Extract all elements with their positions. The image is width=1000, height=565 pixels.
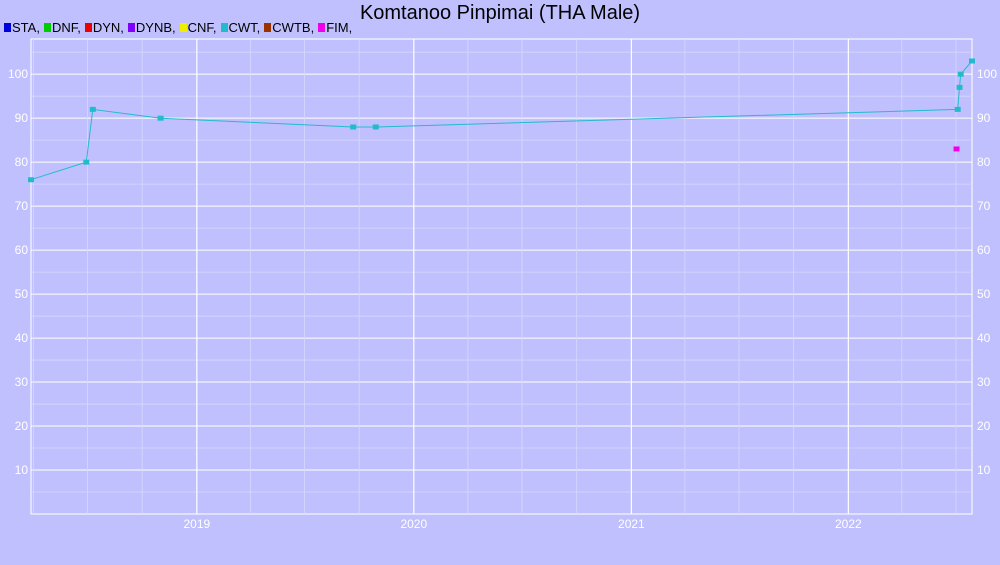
legend-label: CWT, xyxy=(228,20,261,35)
y-tick-label-right: 30 xyxy=(977,375,991,389)
data-point xyxy=(954,106,961,112)
y-tick-label-left: 70 xyxy=(15,199,29,213)
chart-title: Komtanoo Pinpimai (THA Male) xyxy=(359,2,641,24)
data-point xyxy=(956,84,963,90)
y-tick-label-right: 10 xyxy=(977,463,991,477)
data-point xyxy=(969,58,975,64)
y-tick-label-left: 60 xyxy=(15,243,29,257)
legend-swatch xyxy=(43,23,51,32)
y-tick-label-left: 80 xyxy=(15,155,29,169)
y-tick-label-left: 20 xyxy=(15,419,29,433)
series-layer xyxy=(28,58,975,183)
legend-label: DYNB, xyxy=(135,20,176,35)
x-tick-label: 2020 xyxy=(400,517,427,531)
y-tick-label-right: 100 xyxy=(977,67,997,81)
legend-label: DYN, xyxy=(92,20,124,35)
legend-swatch xyxy=(4,23,11,32)
legend-item: DNF, xyxy=(43,20,81,35)
legend-swatch xyxy=(84,23,92,32)
data-point xyxy=(372,124,379,130)
data-point xyxy=(28,177,34,183)
data-point xyxy=(350,124,357,130)
legend-label: STA, xyxy=(12,20,40,35)
x-tick-label: 2021 xyxy=(618,517,645,531)
y-tick-label-right: 70 xyxy=(977,199,991,213)
data-point xyxy=(89,106,96,112)
data-point xyxy=(957,71,964,77)
legend-item: STA, xyxy=(4,20,40,35)
legend-item: CWTB, xyxy=(264,20,314,35)
legend-label: CWTB, xyxy=(272,20,315,35)
legend-swatch xyxy=(179,23,187,32)
data-point xyxy=(157,115,164,121)
y-tick-label-left: 30 xyxy=(15,375,29,389)
legend: STA, DNF, DYN, DYNB, CNF, CWT, CWTB, FIM, xyxy=(4,20,356,35)
y-tick-label-left: 90 xyxy=(15,111,29,125)
y-tick-label-right: 40 xyxy=(977,331,991,345)
y-tick-label-left: 50 xyxy=(15,287,29,301)
x-tick-label: 2019 xyxy=(183,517,210,531)
x-tick-label: 2022 xyxy=(835,517,862,531)
y-tick-label-right: 50 xyxy=(977,287,991,301)
legend-label: CNF, xyxy=(187,20,217,35)
legend-swatch xyxy=(127,23,135,32)
legend-label: DNF, xyxy=(51,20,81,35)
gridlines xyxy=(31,39,972,514)
y-tick-label-right: 90 xyxy=(977,111,991,125)
legend-item: DYNB, xyxy=(127,20,176,35)
legend-swatch xyxy=(264,23,272,32)
legend-label: FIM, xyxy=(326,20,353,35)
legend-item: DYN, xyxy=(84,20,124,35)
y-tick-label-right: 80 xyxy=(977,155,991,169)
y-tick-label-right: 20 xyxy=(977,419,991,433)
y-tick-label-right: 60 xyxy=(977,243,991,257)
y-tick-label-left: 100 xyxy=(8,67,28,81)
y-tick-label-left: 40 xyxy=(15,331,29,345)
plot-area-frame xyxy=(30,38,973,515)
legend-item: CNF, xyxy=(179,20,217,35)
legend-swatch xyxy=(318,23,326,32)
legend-swatch xyxy=(220,23,228,32)
series-line xyxy=(30,60,973,181)
data-point xyxy=(953,146,960,152)
legend-item: FIM, xyxy=(318,20,352,35)
legend-item: CWT, xyxy=(220,20,261,35)
y-tick-label-left: 10 xyxy=(15,463,29,477)
data-point xyxy=(83,159,90,165)
